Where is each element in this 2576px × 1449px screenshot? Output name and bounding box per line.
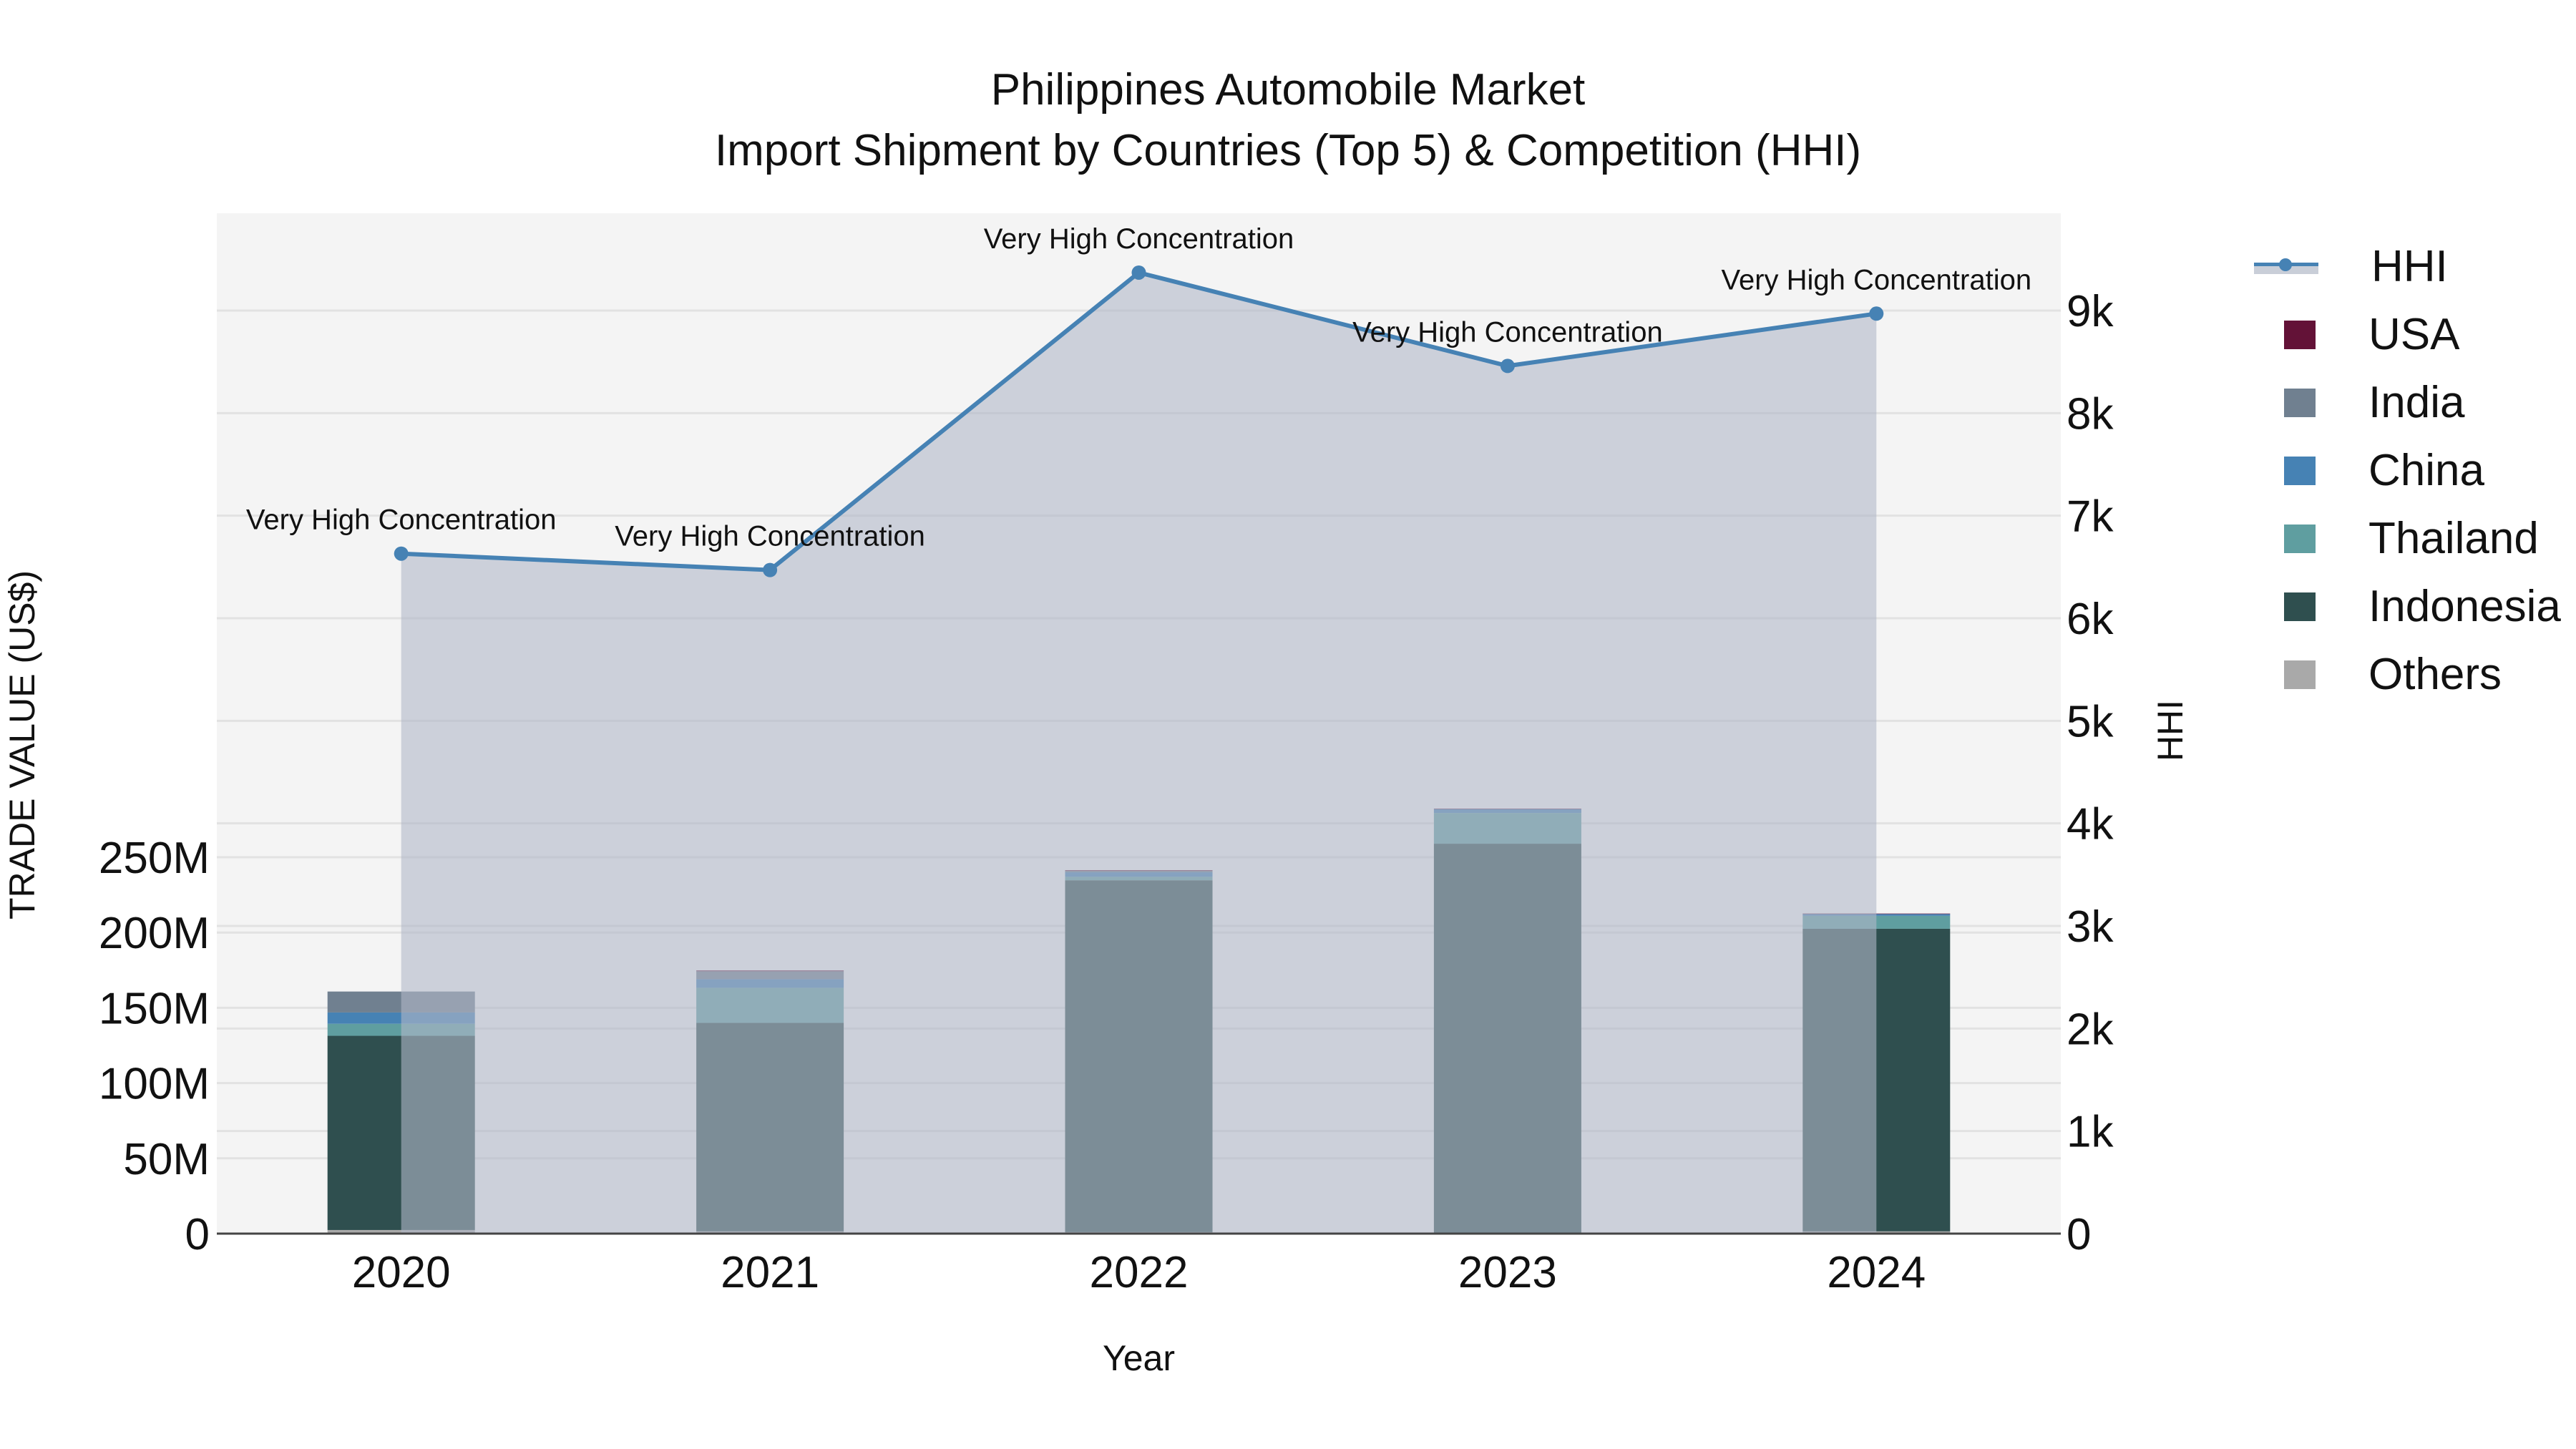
- y-left-tick-label: 50M: [123, 1135, 210, 1184]
- hhi-marker[interactable]: [394, 546, 409, 561]
- y-right-tick-label: 4k: [2067, 800, 2114, 849]
- y-right-tick-label: 7k: [2067, 492, 2114, 542]
- y-right-tick-label: 2k: [2067, 1005, 2114, 1054]
- legend-label: HHI: [2371, 242, 2448, 291]
- x-tick-label: 2021: [721, 1248, 819, 1297]
- x-axis-title: Year: [1103, 1338, 1175, 1378]
- hhi-marker[interactable]: [763, 562, 778, 577]
- hhi-area: [401, 272, 1877, 1234]
- color-swatch-icon: [2284, 320, 2316, 349]
- y-right-tick-label: 9k: [2067, 287, 2114, 336]
- hhi-marker[interactable]: [1131, 265, 1146, 280]
- legend-label: Others: [2368, 650, 2502, 699]
- legend: HHI USA India China Thailand Indonesia Others: [2254, 233, 2561, 708]
- legend-label: Indonesia: [2368, 582, 2561, 631]
- x-tick-label: 2023: [1458, 1248, 1557, 1297]
- legend-item-china[interactable]: China: [2254, 436, 2561, 504]
- y-right-tick-label: 3k: [2067, 902, 2114, 952]
- y-right-tick-label: 8k: [2067, 389, 2114, 439]
- color-swatch-icon: [2284, 524, 2316, 553]
- legend-item-others[interactable]: Others: [2254, 640, 2561, 708]
- x-tick-label: 2020: [352, 1248, 451, 1297]
- x-tick-label: 2022: [1090, 1248, 1189, 1297]
- y-left-tick-label: 200M: [99, 909, 210, 958]
- legend-item-usa[interactable]: USA: [2254, 301, 2561, 369]
- legend-item-india[interactable]: India: [2254, 369, 2561, 436]
- chart-title-line2: Import Shipment by Countries (Top 5) & C…: [714, 126, 1862, 175]
- hhi-marker[interactable]: [1869, 306, 1884, 321]
- legend-label: China: [2368, 446, 2484, 495]
- y-left-tick-label: 150M: [99, 984, 210, 1033]
- x-tick-label: 2024: [1827, 1248, 1926, 1297]
- y-right-tick-label: 1k: [2067, 1108, 2114, 1157]
- legend-label: Thailand: [2368, 514, 2539, 563]
- color-swatch-icon: [2284, 456, 2316, 485]
- y-left-tick-label: 0: [185, 1210, 210, 1259]
- hhi-marker[interactable]: [1500, 358, 1515, 374]
- legend-item-thailand[interactable]: Thailand: [2254, 504, 2561, 572]
- y-left-tick-label: 250M: [99, 834, 210, 883]
- hhi-annotation: Very High Concentration: [984, 223, 1294, 255]
- hhi-annotation: Very High Concentration: [1722, 264, 2032, 296]
- legend-item-hhi[interactable]: HHI: [2254, 233, 2561, 301]
- color-swatch-icon: [2284, 388, 2316, 417]
- y-right-tick-label: 5k: [2067, 697, 2114, 746]
- legend-label: USA: [2368, 310, 2460, 359]
- color-swatch-icon: [2284, 592, 2316, 621]
- color-swatch-icon: [2284, 660, 2316, 689]
- y-right-tick-label: 6k: [2067, 595, 2114, 644]
- hhi-annotation: Very High Concentration: [615, 521, 925, 552]
- legend-item-indonesia[interactable]: Indonesia: [2254, 572, 2561, 640]
- legend-label: India: [2368, 378, 2465, 427]
- y-left-axis-title: TRADE VALUE (US$): [2, 570, 42, 919]
- y-right-tick-label: 0: [2067, 1210, 2091, 1259]
- hhi-annotation: Very High Concentration: [1352, 316, 1663, 348]
- y-left-tick-label: 100M: [99, 1060, 210, 1109]
- y-right-axis-title: HHI: [2150, 700, 2190, 761]
- hhi-annotation: Very High Concentration: [246, 504, 557, 536]
- line-marker-icon: [2254, 253, 2318, 281]
- chart-title-line1: Philippines Automobile Market: [990, 65, 1586, 114]
